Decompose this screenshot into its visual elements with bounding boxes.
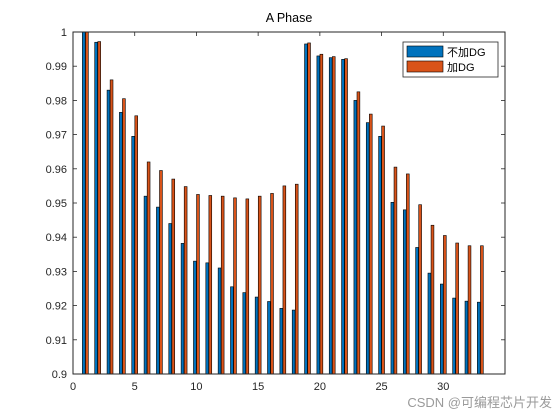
bar-with-dg-28 [418,204,422,375]
bar-with-dg-29 [430,224,435,375]
x-axis: 0 5 10 15 20 25 30 [70,32,449,393]
bar-with-dg-9 [183,186,188,375]
y-axis: 0.9 0.91 0.92 0.93 0.94 0.95 0.96 0.97 0.98 0.99 1 [46,27,505,381]
bar-with-dg-27 [406,173,410,375]
bar-no-dg-1 [82,31,86,375]
bar-with-dg-24 [369,113,373,375]
bar-no-dg-26 [390,202,395,375]
bar-with-dg-4 [122,98,126,375]
bar-no-dg-33 [477,301,481,375]
bar-no-dg-22 [341,59,345,375]
bar-no-dg-8 [168,223,172,375]
bar-no-dg-32 [464,300,469,375]
bar-with-dg-13 [233,197,237,375]
bar-with-dg-19 [307,42,311,375]
y-tick-label-0.97: 0.97 [46,130,67,142]
bar-with-dg-21 [332,56,336,375]
bar-with-dg-7 [159,170,163,375]
chart-title: A Phase [266,11,313,25]
x-tick-label-10: 10 [190,381,202,393]
legend-swatch-with-dg [406,60,444,73]
bar-with-dg-14 [245,198,250,375]
y-tick-label-1: 1 [61,27,67,39]
legend-label-with-dg: 加DG [447,61,475,74]
legend-label-no-dg: 不加DG [447,46,486,59]
x-tick-label-5: 5 [132,381,138,393]
bar-with-dg-3 [109,79,114,375]
y-tick-label-0.92: 0.92 [46,301,67,313]
bar-no-dg-2 [94,41,98,375]
bar-with-dg-33 [480,245,484,375]
bar-no-dg-24 [365,122,370,375]
bar-no-dg-30 [440,283,444,375]
bar-no-dg-14 [242,292,246,375]
bar-no-dg-25 [378,136,382,375]
bar-with-dg-6 [146,161,151,375]
bar-no-dg-18 [291,309,296,375]
legend-swatch-no-dg [406,45,444,58]
x-tick-label-20: 20 [314,381,326,393]
bar-no-dg-11 [205,262,209,375]
y-tick-label-0.9: 0.9 [52,369,67,381]
bar-no-dg-15 [254,296,259,375]
bar-with-dg-18 [294,183,299,375]
bar-with-dg-25 [381,125,385,375]
y-tick-label-0.94: 0.94 [46,232,67,244]
x-tick-label-30: 30 [437,381,449,393]
bar-with-dg-17 [282,185,287,375]
bar-with-dg-11 [208,195,213,375]
bar-no-dg-31 [452,297,456,375]
bar-no-dg-4 [119,112,123,375]
bar-with-dg-22 [344,58,348,375]
x-tick-label-0: 0 [70,381,76,393]
bar-no-dg-16 [267,301,271,375]
y-tick-label-0.91: 0.91 [46,335,67,347]
y-tick-label-0.99: 0.99 [46,61,67,73]
bar-with-dg-15 [257,195,262,375]
bar-no-dg-3 [106,89,111,375]
bar-no-dg-12 [217,267,222,375]
bar-no-dg-6 [143,195,148,375]
x-tick-label-25: 25 [375,381,387,393]
x-tick-label-15: 15 [252,381,264,393]
bar-no-dg-23 [353,100,358,375]
bar-no-dg-13 [230,286,234,375]
bar-no-dg-10 [193,260,197,375]
bar-no-dg-21 [328,57,333,375]
bar-no-dg-28 [415,247,419,375]
bar-with-dg-5 [134,115,138,375]
bar-no-dg-9 [180,243,185,375]
bar-no-dg-29 [427,272,432,375]
bar-with-dg-10 [196,194,200,375]
bar-no-dg-7 [156,206,160,375]
bar-with-dg-30 [443,235,447,375]
bar-no-dg-19 [304,43,308,375]
bars-group [82,31,484,375]
bar-with-dg-8 [171,178,176,375]
bar-with-dg-23 [356,91,361,375]
bar-with-dg-26 [393,166,398,375]
bar-with-dg-2 [97,41,101,375]
bar-no-dg-17 [279,308,284,375]
bar-with-dg-12 [220,195,225,375]
bar-with-dg-1 [85,31,89,375]
bar-no-dg-27 [402,209,407,375]
y-tick-label-0.93: 0.93 [46,266,67,278]
bar-no-dg-20 [316,55,321,375]
bar-with-dg-31 [455,242,459,375]
y-tick-label-0.95: 0.95 [46,198,67,210]
legend: 不加DG 加DG [402,41,499,78]
bar-with-dg-16 [270,193,274,375]
bar-with-dg-32 [467,245,472,375]
y-tick-label-0.96: 0.96 [46,164,67,176]
y-tick-label-0.98: 0.98 [46,95,67,107]
bar-with-dg-20 [319,53,324,375]
watermark-text: CSDN @可编程芯片开发 [407,395,552,410]
bar-no-dg-5 [131,136,135,375]
